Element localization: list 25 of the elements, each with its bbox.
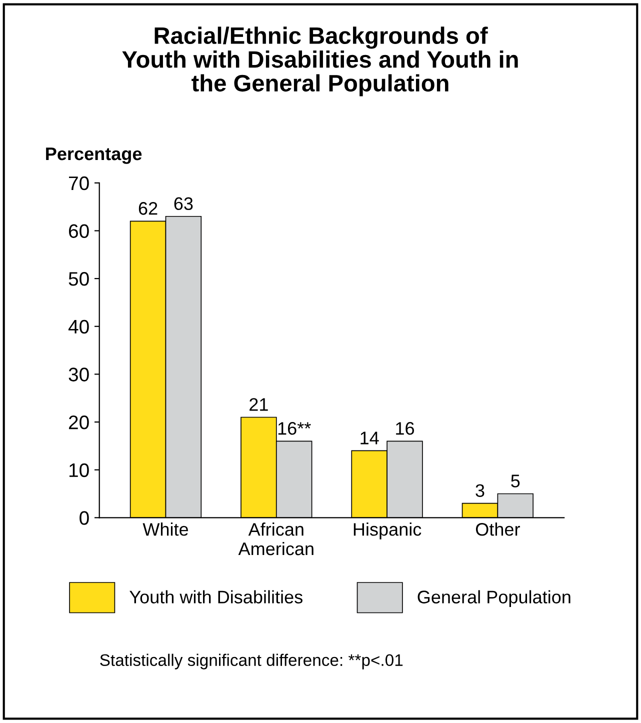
data-label: 5 [511, 474, 520, 488]
legend-label: Youth with Disabilities [130, 590, 302, 604]
x-tick-label: African American [238, 522, 314, 556]
chart-title: Racial/Ethnic Backgrounds of Youth with Disabilities and Youth in the General Population [122, 26, 518, 96]
data-label: 21 [250, 398, 268, 411]
x-tick-label: White [142, 522, 188, 536]
y-tick-label: 60 [68, 224, 89, 238]
data-label: 62 [138, 202, 158, 215]
y-tick-label: 50 [68, 272, 89, 286]
y-axis-title: Percentage [46, 148, 142, 164]
y-tick-label: 0 [80, 511, 89, 525]
data-label: 3 [476, 484, 484, 497]
legend-label: General Population [418, 590, 570, 608]
y-tick-label: 40 [68, 320, 89, 334]
data-label: 14 [360, 432, 379, 444]
data-label: 16** [278, 422, 311, 435]
y-tick-label: 70 [69, 176, 89, 190]
y-tick-label: 10 [69, 463, 89, 478]
data-label: 63 [174, 197, 193, 210]
y-tick-label: 30 [68, 368, 89, 382]
x-tick-label: Hispanic [354, 522, 422, 540]
x-tick-label: Other [476, 522, 520, 536]
text: Statistically significant difference: **p<.01 [100, 654, 403, 670]
y-tick-label: 20 [68, 415, 89, 430]
data-label: 16 [396, 422, 414, 435]
